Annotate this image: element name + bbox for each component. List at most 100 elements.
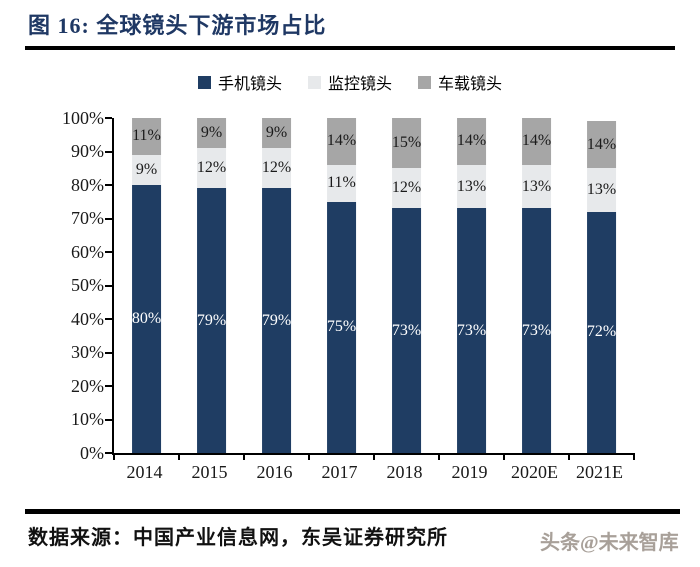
y-tick-label: 60% — [71, 241, 104, 262]
category-cell: 72% 13% 14% — [569, 118, 634, 453]
stacked-bar: 73% 13% 14% — [521, 118, 552, 453]
bar-segment: 9% — [196, 118, 227, 149]
y-tick-label: 20% — [71, 375, 104, 396]
bar-segment: 13% — [586, 168, 617, 212]
bars-container: 80% 9% 11% 79% 12% 9% 79% 12% 9% 75% 11% 14% 73% 12% 1… — [114, 118, 634, 453]
x-tick-mark — [178, 453, 180, 460]
x-category-label: 2015 — [191, 462, 228, 482]
x-tick-mark — [633, 453, 635, 460]
category-cell: 73% 13% 14% — [504, 118, 569, 453]
y-axis-labels: 0% 10% 20% 30% 40% 50% 60% 70% 80% 90% 100% — [0, 108, 104, 463]
segment-value-label: 73% — [521, 321, 552, 339]
category-cell: 73% 13% 14% — [439, 118, 504, 453]
y-tick-label: 70% — [71, 208, 104, 228]
segment-value-label: 11% — [132, 127, 161, 145]
bar-segment: 13% — [521, 164, 552, 209]
stacked-bar: 80% 9% 11% — [131, 118, 162, 453]
segment-value-label: 12% — [391, 179, 422, 197]
x-category-label: 2014 — [126, 462, 163, 482]
bar-segment: 73% — [521, 208, 552, 453]
y-tick-label: 50% — [71, 275, 104, 295]
legend-item: 车载镜头 — [418, 70, 502, 94]
segment-value-label: 9% — [200, 124, 223, 142]
legend-swatch — [197, 75, 211, 89]
stacked-bar: 75% 11% 14% — [326, 118, 357, 453]
y-tick-label: 40% — [71, 308, 104, 329]
segment-value-label: 79% — [196, 311, 227, 329]
segment-value-label: 9% — [135, 160, 158, 178]
x-tick-mark — [113, 453, 115, 460]
x-axis-labels: 2014 2015 2016 2017 2018 2019 2020E 2021E — [112, 462, 632, 483]
legend-item: 监控镜头 — [307, 70, 392, 94]
segment-value-label: 12% — [196, 159, 227, 177]
segment-value-label: 79% — [261, 311, 292, 329]
bar-segment: 73% — [456, 208, 487, 453]
bar-segment: 9% — [131, 154, 162, 185]
legend-label: 车载镜头 — [438, 76, 503, 93]
x-category-label: 2018 — [386, 462, 423, 482]
bar-segment: 14% — [326, 118, 357, 165]
y-tick-mark — [105, 318, 112, 320]
bar-segment: 73% — [391, 208, 422, 453]
y-tick-label: 80% — [71, 174, 104, 195]
segment-value-label: 73% — [456, 321, 487, 339]
bar-segment: 79% — [261, 188, 292, 453]
segment-value-label: 80% — [131, 310, 162, 327]
legend-swatch — [418, 75, 431, 89]
y-tick-mark — [105, 217, 112, 220]
x-category-label: 2017 — [321, 462, 358, 482]
stacked-bar: 79% 12% 9% — [196, 118, 227, 453]
segment-value-label: 13% — [586, 181, 617, 199]
segment-value-label: 73% — [391, 321, 422, 339]
y-tick-label: 0% — [80, 442, 104, 463]
segment-value-label: 75% — [326, 318, 357, 336]
bar-segment: 12% — [391, 168, 422, 209]
segment-value-label: 11% — [327, 174, 356, 192]
bar-segment: 14% — [586, 121, 617, 169]
y-tick-label: 30% — [71, 342, 104, 362]
stacked-bar: 73% 12% 15% — [391, 118, 422, 453]
segment-value-label: 14% — [456, 132, 487, 150]
y-tick-label: 90% — [71, 141, 104, 161]
y-tick-mark — [105, 117, 112, 119]
data-source-note: 数据来源：中国产业信息网，东吴证券研究所 — [28, 527, 448, 549]
y-tick-label: 100% — [62, 107, 104, 128]
figure-title: 图 16: 全球镜头下游市场占比 — [28, 13, 327, 38]
footer-divider-rule — [25, 509, 680, 514]
x-category-label: 2016 — [256, 462, 293, 482]
x-tick-mark — [243, 453, 245, 460]
bar-segment: 79% — [196, 188, 227, 453]
y-tick-mark — [105, 385, 112, 387]
x-tick-mark — [373, 453, 375, 460]
segment-value-label: 14% — [326, 132, 357, 150]
segment-value-label: 14% — [521, 132, 552, 150]
y-tick-mark — [105, 251, 112, 253]
chart-legend: 手机镜头 监控镜头 车载镜头 — [0, 70, 700, 94]
segment-value-label: 13% — [456, 177, 487, 195]
bar-segment: 9% — [261, 118, 292, 149]
segment-value-label: 13% — [521, 177, 552, 195]
segment-value-label: 9% — [265, 124, 288, 142]
category-cell: 80% 9% 11% — [114, 118, 179, 453]
bar-segment: 75% — [326, 201, 357, 453]
bar-segment: 80% — [131, 185, 162, 453]
category-cell: 79% 12% 9% — [179, 118, 244, 453]
plot-area: 80% 9% 11% 79% 12% 9% 79% 12% 9% 75% 11% 14% 73% 12% 1… — [105, 117, 635, 460]
x-tick-mark — [308, 453, 310, 460]
watermark-text: 头条@未来智库 — [540, 532, 679, 554]
y-tick-mark — [105, 452, 112, 454]
bar-segment: 12% — [196, 148, 227, 189]
bar-segment: 11% — [131, 118, 162, 155]
legend-swatch — [307, 75, 321, 89]
segment-value-label: 14% — [586, 135, 617, 153]
y-tick-mark — [105, 351, 112, 354]
bar-segment: 14% — [521, 118, 552, 165]
segment-value-label: 12% — [261, 159, 292, 177]
y-tick-mark — [105, 150, 112, 153]
bar-segment: 11% — [326, 164, 357, 202]
category-cell: 75% 11% 14% — [309, 118, 374, 453]
segment-value-label: 72% — [586, 323, 617, 341]
y-tick-label: 10% — [71, 409, 104, 429]
bar-segment: 14% — [456, 118, 487, 165]
